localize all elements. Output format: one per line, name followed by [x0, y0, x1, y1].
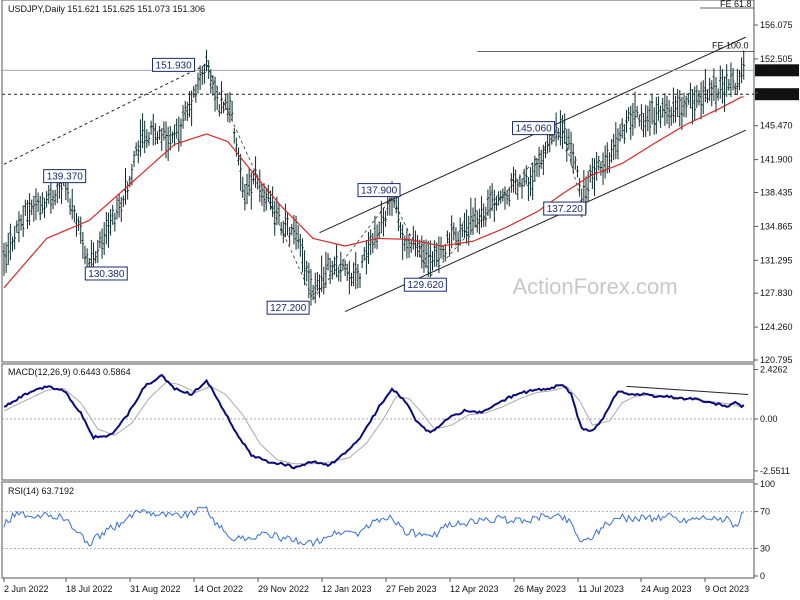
price-tick-label: 124.260: [760, 322, 793, 332]
watermark: ActionForex.com: [512, 274, 677, 299]
price-tick-label: 141.900: [760, 155, 793, 165]
x-tick-label: 24 Aug 2023: [641, 584, 692, 594]
annotation-label: 130.380: [88, 269, 125, 280]
annotation-box: [84, 266, 128, 281]
macd-tick-label: 0.00: [760, 414, 778, 424]
rsi-tick-label: 70: [760, 507, 770, 517]
macd-line: [3, 373, 745, 470]
x-tick-label: 9 Oct 2023: [705, 584, 749, 594]
price-tick-label: 152.505: [760, 54, 793, 64]
sma-line: [3, 96, 744, 289]
rsi-header: RSI(14) 63.7192: [8, 486, 74, 496]
price-tick-label: 131.295: [760, 255, 793, 265]
x-tick-label: 26 May 2023: [514, 584, 566, 594]
price-tick-label: 145.470: [760, 121, 793, 131]
price-tick-label: 138.435: [760, 188, 793, 198]
level-badge: [755, 64, 799, 77]
macd-panel-frame: [1, 363, 755, 481]
price-tick-label: 148.935: [760, 88, 793, 98]
x-tick-label: 29 Nov 2022: [258, 584, 309, 594]
price-axis: 156.075 152.505 148.935 145.470 141.900 138.4…: [754, 20, 793, 365]
x-tick-label: 18 Jul 2022: [66, 584, 113, 594]
rsi-tick-label: 100: [760, 479, 775, 489]
swing-annotations: 151.930 139.370 130.380 127.200 137.900 129.6…: [43, 57, 587, 315]
macd-tick-label: 2.4262: [760, 365, 788, 375]
annotation-box: [543, 201, 587, 216]
annotation-box: [357, 183, 401, 198]
macd-trendline: [626, 385, 749, 396]
x-tick-label: 14 Oct 2022: [194, 584, 243, 594]
annotation-label: 145.060: [516, 124, 553, 135]
price-header: USDJPY,Daily 151.621 151.625 151.073 151…: [8, 4, 205, 14]
x-tick-label: 31 Aug 2022: [130, 584, 181, 594]
price-tick-label: 120.795: [760, 355, 793, 365]
rsi-layer: 100 70 30 0: [2, 479, 775, 581]
candles: [2, 49, 745, 306]
level-badge-label: 148.790: [758, 89, 791, 99]
x-tick-label: 12 Apr 2023: [450, 584, 499, 594]
price-panel-frame: [1, 0, 755, 363]
x-tick-label: 2 Jun 2022: [4, 584, 49, 594]
fe-100-label: FE 100.0: [712, 40, 749, 50]
x-tick-label: 27 Feb 2023: [386, 584, 437, 594]
annotation-box: [266, 300, 310, 315]
x-axis: 2 Jun 2022 18 Jul 2022 31 Aug 2022 14 Oct 2…: [3, 578, 749, 594]
fe-618-label: FE 61.8: [720, 0, 752, 9]
level-lines: 151.306 148.790 FE 100.0 FE 61.8: [2, 0, 799, 101]
rsi-tick-label: 30: [760, 543, 770, 553]
rsi-tick-label: 0: [760, 571, 765, 581]
moving-average: [3, 96, 744, 289]
annotation-box: [512, 121, 556, 136]
price-tick-label: 134.865: [760, 221, 793, 231]
annotation-label: 151.930: [156, 60, 193, 71]
annotation-box: [152, 57, 196, 72]
channel-line-left: [3, 63, 207, 165]
annotation-box: [403, 277, 447, 292]
price-tick-label: 156.075: [760, 20, 793, 30]
level-badge: [755, 88, 799, 101]
annotation-label: 139.370: [47, 172, 84, 183]
x-tick-label: 12 Jan 2023: [322, 584, 372, 594]
x-tick-label: 11 Jul 2023: [578, 584, 624, 594]
macd-tick-label: -2.5511: [760, 466, 790, 476]
annotation-label: 129.620: [407, 280, 444, 291]
level-badge-label: 151.306: [758, 65, 791, 75]
rsi-line: [3, 506, 744, 548]
macd-layer: 2.4262 0.00 -2.5511: [2, 365, 790, 476]
zigzag-connector: [206, 64, 583, 300]
annotation-label: 137.220: [547, 204, 584, 215]
macd-header: MACD(12,26,9) 0.6443 0.5864: [8, 367, 131, 377]
macd-signal-line: [3, 381, 744, 465]
annotation-box: [43, 169, 87, 184]
rsi-panel-frame: [1, 481, 755, 579]
annotation-label: 127.200: [270, 303, 307, 314]
price-tick-label: 127.830: [760, 288, 793, 298]
annotation-label: 137.900: [361, 186, 398, 197]
